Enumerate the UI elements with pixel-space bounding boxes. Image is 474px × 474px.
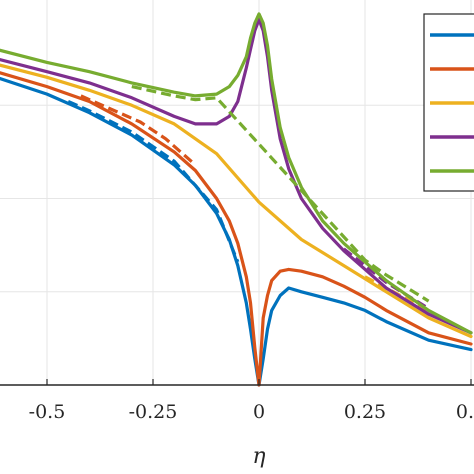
legend (423, 13, 474, 192)
series-3-line (0, 63, 473, 339)
series-5-dashed-line (131, 85, 430, 303)
x-axis-label: η (252, 444, 265, 469)
x-tick-label-3: 0.25 (344, 401, 386, 423)
series-layer (0, 12, 473, 387)
x-tick-label-0: -0.5 (29, 401, 66, 423)
series-1-line (0, 76, 473, 387)
x-tick-label-2: 0 (253, 401, 265, 423)
tick-labels: -0.5 -0.25 0 0.25 0.5 (29, 401, 474, 423)
series-2-dashed-line (80, 94, 197, 167)
axes (0, 379, 474, 386)
x-tick-label-4: 0.5 (456, 401, 474, 423)
series-5-line (0, 12, 473, 335)
x-tick-label-1: -0.25 (129, 401, 178, 423)
series-4-line (0, 17, 473, 335)
